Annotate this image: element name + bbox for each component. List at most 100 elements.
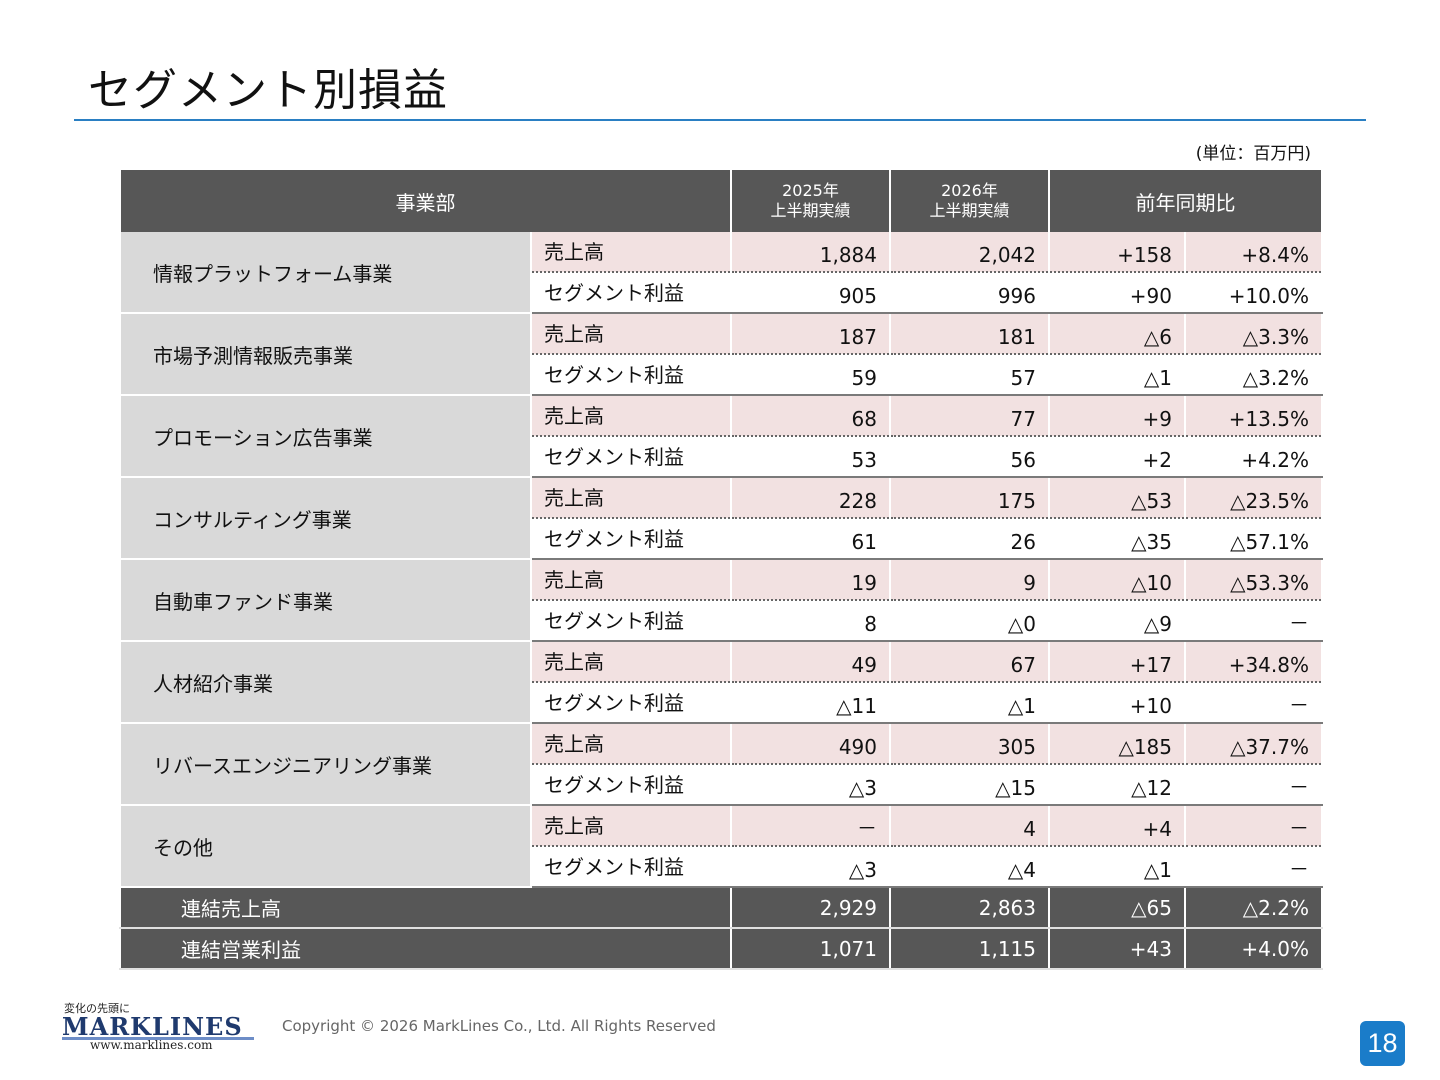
value-2025: 19 xyxy=(730,559,891,601)
yoy-diff: △1 xyxy=(1048,846,1186,888)
yoy-pct: +13.5% xyxy=(1184,395,1323,437)
segment-pl-table: 事業部 2025年 上半期実績 2026年 上半期実績 前年同期比 情報プラット… xyxy=(119,170,1323,970)
table-row-profit: セグメント利益 59 57 △1 △3.2% xyxy=(120,354,1323,396)
yoy-diff: △10 xyxy=(1048,559,1186,601)
yoy-pct: △53.3% xyxy=(1184,559,1323,601)
header-2025-period: 上半期実績 xyxy=(770,201,851,220)
yoy-diff: △12 xyxy=(1048,764,1186,806)
header-2026-period: 上半期実績 xyxy=(929,201,1010,220)
value-2026: 175 xyxy=(889,477,1050,519)
yoy-diff: +10 xyxy=(1048,682,1186,724)
yoy-diff: +17 xyxy=(1048,641,1186,683)
header-2026-year: 2026年 xyxy=(941,181,998,200)
metric-label: セグメント利益 xyxy=(530,354,732,396)
metric-label: 売上高 xyxy=(530,477,732,519)
logo-tagline: 変化の先頭に xyxy=(64,1002,130,1015)
value-2025: 490 xyxy=(730,723,891,765)
metric-label: 売上高 xyxy=(530,723,732,765)
header-2026: 2026年 上半期実績 xyxy=(889,170,1050,232)
value-2026: 67 xyxy=(889,641,1050,683)
yoy-diff: +2 xyxy=(1048,436,1186,478)
value-2025: 228 xyxy=(730,477,891,519)
yoy-diff: △1 xyxy=(1048,354,1186,396)
metric-label: セグメント利益 xyxy=(530,682,732,724)
segment-name: リバースエンジニアリング事業 xyxy=(119,723,532,806)
value-2025: 905 xyxy=(730,272,891,314)
yoy-pct: +4.2% xyxy=(1184,436,1323,478)
total-diff: △65 xyxy=(1048,887,1186,929)
yoy-diff: △9 xyxy=(1048,600,1186,642)
copyright-text: Copyright © 2026 MarkLines Co., Ltd. All… xyxy=(282,1017,716,1035)
value-2025: 59 xyxy=(730,354,891,396)
title-divider xyxy=(74,119,1366,121)
value-2025: 187 xyxy=(730,313,891,355)
total-row-operating-profit: 連結営業利益 1,071 1,115 +43 +4.0% xyxy=(119,928,1323,970)
yoy-pct: +8.4% xyxy=(1184,232,1323,273)
table-row-profit: セグメント利益 △3 △15 △12 － xyxy=(120,764,1323,806)
yoy-pct: △3.3% xyxy=(1184,313,1323,355)
value-2026: 77 xyxy=(889,395,1050,437)
yoy-pct: +34.8% xyxy=(1184,641,1323,683)
table-row-revenue: その他 売上高－ 4 +4 － xyxy=(119,805,1323,888)
value-2026: 56 xyxy=(889,436,1050,478)
yoy-diff: +90 xyxy=(1048,272,1186,314)
metric-label: 売上高 xyxy=(530,559,732,601)
value-2025: 1,884 xyxy=(730,232,891,273)
logo-wordmark: MARKLINES xyxy=(62,1012,243,1041)
total-label: 連結営業利益 xyxy=(119,928,732,970)
value-2025: △3 xyxy=(730,764,891,806)
total-value-2025: 1,071 xyxy=(730,928,891,970)
value-2026: △4 xyxy=(889,846,1050,888)
total-pct: +4.0% xyxy=(1184,928,1323,970)
value-2026: 4 xyxy=(889,805,1050,847)
total-label: 連結売上高 xyxy=(119,887,732,929)
table-row-revenue: プロモーション広告事業 売上高 68 77 +9 +13.5% xyxy=(119,395,1323,478)
yoy-pct: － xyxy=(1184,682,1323,724)
metric-label: セグメント利益 xyxy=(530,764,732,806)
segment-name: その他 xyxy=(119,805,532,888)
unit-note: (単位：百万円) xyxy=(1195,144,1311,164)
table-body: 情報プラットフォーム事業 売上高 1,884 2,042 +158 +8.4% セグメント利… xyxy=(119,232,1323,970)
value-2025: △11 xyxy=(730,682,891,724)
value-2026: △0 xyxy=(889,600,1050,642)
table-row-profit: セグメント利益 53 56 +2 +4.2% xyxy=(120,436,1323,478)
segment-name: コンサルティング事業 xyxy=(119,477,532,560)
value-2026: 181 xyxy=(889,313,1050,355)
yoy-pct: △37.7% xyxy=(1184,723,1323,765)
value-2025: 61 xyxy=(730,518,891,560)
table-row-profit: セグメント利益 61 26 △35 △57.1% xyxy=(120,518,1323,560)
total-pct: △2.2% xyxy=(1184,887,1323,929)
metric-label: 売上高 xyxy=(530,232,732,273)
value-2026: 9 xyxy=(889,559,1050,601)
yoy-pct: － xyxy=(1184,846,1323,888)
segment-name: 自動車ファンド事業 xyxy=(119,559,532,642)
segment-name: 人材紹介事業 xyxy=(119,641,532,724)
value-2026: △1 xyxy=(889,682,1050,724)
yoy-pct: +10.0% xyxy=(1184,272,1323,314)
value-2025: 49 xyxy=(730,641,891,683)
yoy-diff: +9 xyxy=(1048,395,1186,437)
yoy-pct: － xyxy=(1184,600,1323,642)
yoy-diff: △35 xyxy=(1048,518,1186,560)
total-value-2025: 2,929 xyxy=(730,887,891,929)
yoy-diff: △53 xyxy=(1048,477,1186,519)
value-2026: 305 xyxy=(889,723,1050,765)
total-value-2026: 2,863 xyxy=(889,887,1050,929)
logo-underline xyxy=(62,1037,254,1040)
segment-name: 市場予測情報販売事業 xyxy=(119,313,532,396)
total-diff: +43 xyxy=(1048,928,1186,970)
value-2026: 996 xyxy=(889,272,1050,314)
metric-label: 売上高 xyxy=(530,805,732,847)
yoy-pct: △23.5% xyxy=(1184,477,1323,519)
logo-url: www.marklines.com xyxy=(90,1038,213,1052)
yoy-pct: △57.1% xyxy=(1184,518,1323,560)
metric-label: セグメント利益 xyxy=(530,600,732,642)
total-value-2026: 1,115 xyxy=(889,928,1050,970)
header-department: 事業部 xyxy=(119,170,732,232)
table-row-profit: セグメント利益 905 996 +90 +10.0% xyxy=(120,272,1323,314)
value-2026: 2,042 xyxy=(889,232,1050,273)
yoy-pct: － xyxy=(1184,805,1323,847)
metric-label: セグメント利益 xyxy=(530,436,732,478)
yoy-pct: △3.2% xyxy=(1184,354,1323,396)
table-row-revenue: 自動車ファンド事業 売上高 19 9 △10 △53.3% xyxy=(119,559,1323,642)
